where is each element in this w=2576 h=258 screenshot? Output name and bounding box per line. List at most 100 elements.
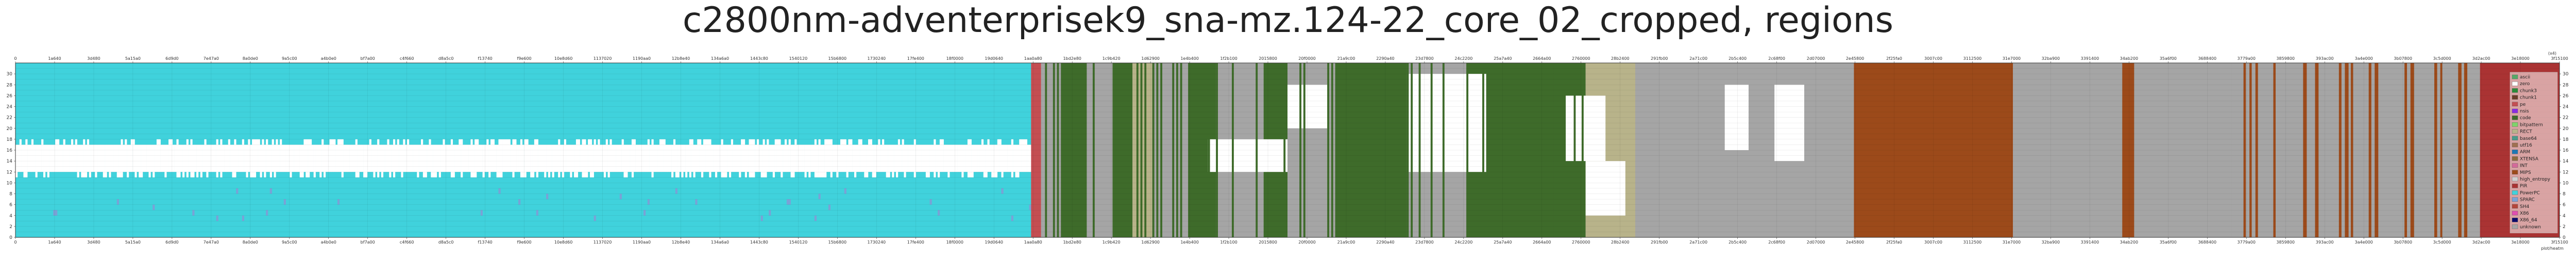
code-stripe [1557, 63, 1560, 237]
zero-cell [888, 144, 890, 178]
zero-cell [274, 144, 276, 178]
zero-cell [15, 144, 18, 178]
zero-cell [67, 144, 70, 172]
sparc-cell [55, 210, 58, 216]
legend-label: high_entropy [2520, 177, 2551, 182]
zero-cell [395, 144, 397, 172]
x-tick-label-top: 2290a40 [1376, 56, 1394, 61]
code-stripe [1466, 63, 1469, 237]
zero-cell [425, 144, 427, 178]
zero-cell [534, 139, 537, 172]
zero-cell [677, 144, 680, 178]
x-tick-label-bottom: 35a6f00 [2160, 240, 2177, 245]
x-tick-label-top: 1137020 [594, 56, 612, 61]
zero-cell [216, 139, 218, 178]
zero-patch [1566, 95, 1606, 162]
zero-cell [466, 144, 469, 172]
zero-cell [617, 144, 620, 172]
legend-swatch [2512, 156, 2518, 161]
zero-cell [973, 144, 976, 172]
zero-cell [641, 144, 644, 172]
zero-cell [202, 144, 205, 172]
zero-cell [1015, 144, 1018, 178]
zero-cell [719, 144, 721, 172]
zero-cell [614, 144, 616, 172]
zero-cell [387, 139, 389, 172]
zero-cell [365, 144, 368, 178]
zero-cell [878, 139, 880, 172]
zero-cell [73, 144, 76, 172]
zero-cell [920, 144, 922, 172]
zero-cell [440, 144, 443, 172]
y-tick-label-right: 18 [2563, 137, 2569, 142]
x-tick-label-top: 9a5c00 [282, 56, 297, 61]
zero-cell [508, 139, 511, 172]
x-tick-label-bottom: 2d07000 [1807, 240, 1825, 245]
zero-cell [749, 139, 751, 178]
zero-cell [420, 139, 423, 172]
zero-cell [454, 144, 457, 172]
x-tick-label-top: 2664a00 [1533, 56, 1551, 61]
y-tick-label-left: 26 [7, 93, 13, 99]
zero-cell [709, 139, 711, 178]
region-unknown [2231, 63, 2480, 237]
zero-cell [492, 139, 495, 172]
zero-cell [283, 144, 286, 172]
zero-cell [403, 139, 405, 172]
zero-cell [1023, 139, 1026, 172]
zero-cell [53, 144, 56, 172]
code-stripe [1045, 63, 1047, 237]
zero-cell [681, 144, 684, 178]
x-tick-label-bottom: 2e45800 [1846, 240, 1864, 245]
zero-cell [864, 144, 867, 178]
zero-cell [649, 144, 652, 172]
legend-label: bitpattern [2520, 122, 2543, 127]
zero-cell [461, 139, 463, 178]
zero-cell [176, 139, 179, 178]
zero-cell [995, 144, 998, 178]
y-tick-label-left: 28 [7, 83, 13, 88]
region-MIPS [2440, 63, 2443, 237]
zero-cell [409, 144, 412, 172]
code-stripe [1136, 63, 1139, 237]
x-tick-label-top: 134a6a0 [711, 56, 729, 61]
zero-cell [226, 144, 229, 172]
zero-cell [723, 144, 725, 178]
zero-cell [985, 144, 988, 178]
zero-cell [605, 139, 608, 172]
zero-cell [524, 139, 527, 178]
zero-cell [496, 144, 499, 178]
zero-cell [280, 139, 282, 172]
x-tick-label-bottom: 6d9d0 [165, 240, 178, 245]
zero-cell [741, 139, 743, 172]
x-tick-label-bottom: 291fb00 [1651, 240, 1668, 245]
zero-cell [880, 144, 883, 172]
chart-title: c2800nm-adventerprisek9_sna-mz.124-22_co… [682, 0, 1894, 41]
plot-area [15, 63, 2560, 237]
y-tick-label-left: 16 [7, 148, 13, 153]
zero-cell [918, 144, 920, 172]
y-tick-label-left: 2 [9, 224, 12, 230]
region-MIPS [1854, 63, 2013, 237]
zero-cell [862, 144, 865, 172]
zero-cell [810, 144, 813, 172]
zero-cell [607, 144, 610, 178]
zero-cell [1011, 139, 1013, 178]
sparc-cell [242, 215, 244, 221]
zero-cell [874, 144, 876, 178]
legend-label: code [2520, 116, 2531, 121]
code-stripe [1283, 63, 1286, 237]
zero-cell [623, 144, 626, 178]
zero-cell [971, 144, 974, 178]
zero-cell [798, 144, 801, 172]
x-tick-label-top: 2e45800 [1846, 56, 1864, 61]
x-tick-label-top: 17fe400 [907, 56, 924, 61]
zero-cell [415, 144, 417, 172]
x-tick-label-bottom: 3d480 [87, 240, 100, 245]
zero-cell [474, 139, 477, 178]
zero-cell [100, 144, 104, 172]
zero-cell [737, 144, 739, 172]
zero-patch [1774, 85, 1805, 162]
zero-cell [433, 144, 435, 178]
zero-cell [427, 144, 429, 172]
